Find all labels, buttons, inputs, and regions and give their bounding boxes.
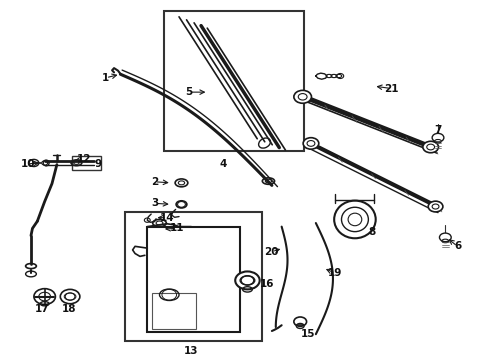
Text: 3: 3 [151, 198, 158, 208]
Text: 6: 6 [454, 241, 461, 251]
Text: 16: 16 [260, 279, 274, 289]
Circle shape [432, 134, 444, 142]
Circle shape [34, 289, 55, 305]
Bar [164, 12, 304, 151]
Bar [152, 293, 196, 329]
Circle shape [235, 271, 260, 289]
Text: 13: 13 [184, 346, 198, 356]
Text: 19: 19 [328, 268, 343, 278]
Text: 9: 9 [95, 159, 102, 169]
Bar [72, 156, 101, 170]
Circle shape [423, 141, 439, 153]
Circle shape [60, 289, 80, 304]
Text: 2: 2 [151, 177, 158, 187]
Text: 5: 5 [185, 87, 193, 97]
Text: 21: 21 [384, 84, 399, 94]
Text: 11: 11 [170, 224, 184, 233]
Bar [147, 226, 240, 332]
Text: 4: 4 [220, 159, 227, 169]
Text: 14: 14 [160, 213, 174, 222]
Text: 10: 10 [20, 159, 35, 169]
Text: 18: 18 [62, 304, 76, 314]
Text: 12: 12 [76, 154, 91, 164]
Text: 17: 17 [35, 304, 49, 314]
Text: 7: 7 [434, 125, 441, 135]
Circle shape [294, 90, 312, 103]
Circle shape [428, 201, 443, 212]
Text: 1: 1 [102, 73, 109, 83]
Circle shape [440, 233, 451, 242]
Text: 8: 8 [368, 227, 376, 237]
Text: 15: 15 [301, 329, 316, 339]
Circle shape [303, 138, 319, 149]
Circle shape [294, 317, 307, 326]
Bar [125, 212, 262, 341]
Text: 20: 20 [265, 247, 279, 257]
